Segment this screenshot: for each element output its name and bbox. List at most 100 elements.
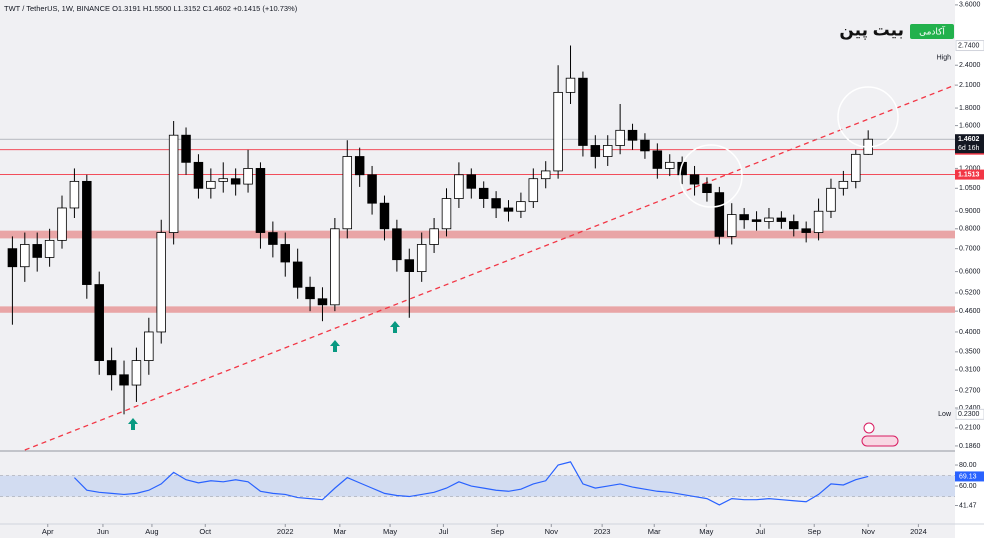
last-price-badge [955, 134, 984, 154]
candle-body [404, 259, 415, 273]
candle-body [528, 178, 539, 203]
candle-body [82, 180, 92, 285]
event-icon [863, 422, 875, 434]
y-tick-label: 0.3100 [959, 367, 981, 374]
highlight-circle [837, 86, 899, 148]
candle-body [441, 198, 452, 230]
candle-body [416, 244, 427, 273]
candle-body [106, 360, 117, 376]
x-tick-label: 2024 [910, 527, 927, 536]
y-tick-label: 2.4000 [959, 62, 981, 69]
y-tick-label: 0.3500 [959, 349, 981, 356]
y-tick-label: 0.2700 [959, 387, 981, 394]
x-tick-label: May [699, 527, 713, 536]
x-tick-label: Mar [648, 527, 661, 536]
candle-body [565, 77, 576, 93]
candle-body [590, 145, 601, 157]
last-price-label: 1.4602 [958, 136, 980, 143]
candle-body [255, 168, 266, 233]
candle-body [677, 161, 687, 176]
rsi-y-tick-label: 80.00 [959, 462, 977, 469]
candle-body [342, 156, 353, 230]
candle-body [131, 360, 142, 386]
y-tick-label: 1.8000 [959, 105, 981, 112]
candle-body [20, 244, 30, 268]
x-tick-label: Sep [491, 527, 504, 536]
level-label: 1.1513 [958, 171, 980, 178]
candle-body [144, 331, 154, 361]
candle-body [392, 228, 402, 261]
candle-body [826, 187, 836, 212]
arrow [330, 340, 340, 352]
candle-body [553, 91, 563, 172]
candle-body [838, 180, 849, 189]
candle-body [119, 374, 129, 386]
y-tick-label: 0.8000 [959, 226, 981, 233]
marker-value: 0.2300 [958, 411, 980, 418]
level-badge [955, 169, 984, 180]
candle-body [156, 232, 166, 333]
logo-tag: آکادمی [919, 25, 945, 36]
x-tick-label: Jul [755, 527, 765, 536]
candle-body [627, 129, 638, 141]
logo: بیت پین آکادمی [839, 20, 954, 40]
marker-value: 2.7400 [958, 42, 980, 49]
candle-body [739, 214, 749, 221]
candle-body [379, 202, 390, 230]
candle-body [69, 180, 80, 209]
support-zone [0, 306, 955, 313]
y-tick-label: 1.6000 [959, 122, 981, 129]
y-tick-label: 3.6000 [959, 2, 981, 9]
countdown: 6d 16h [958, 145, 980, 152]
y-tick-label: 0.6000 [959, 268, 981, 275]
trendline [24, 84, 956, 451]
y-tick-label: 0.7000 [959, 245, 981, 252]
x-tick-label: Jul [439, 527, 449, 536]
candle-body [305, 286, 315, 300]
candle-body [57, 207, 67, 241]
candle-body [801, 228, 811, 233]
y-tick-label: 0.9000 [959, 208, 981, 215]
event-icon [861, 435, 899, 447]
x-tick-label: Nov [862, 527, 876, 536]
arrow [390, 321, 400, 333]
candle-body [44, 239, 55, 258]
x-tick-label: May [383, 527, 397, 536]
candle-body [664, 161, 675, 169]
marker-badge [955, 408, 984, 420]
candle-body [578, 77, 588, 146]
x-tick-label: Mar [333, 527, 346, 536]
candle-body [503, 207, 514, 212]
candle-body [330, 228, 340, 306]
candle-body [478, 187, 489, 199]
y-tick-label: 1.2000 [959, 165, 981, 172]
candle-body [94, 284, 104, 361]
y-tick-label: 0.4600 [959, 308, 981, 315]
x-tick-label: Apr [42, 527, 54, 536]
y-tick-label: 0.1860 [959, 443, 981, 450]
rsi-y-tick-label: 41.47 [959, 502, 977, 509]
y-tick-label: 1.0500 [959, 185, 981, 192]
candle-body [540, 170, 551, 180]
candle-body [317, 298, 328, 306]
candle-body [280, 244, 291, 263]
candle-body [292, 261, 303, 288]
candle-body [789, 221, 799, 230]
candle-body [32, 244, 42, 258]
candle-body [354, 156, 365, 176]
candle-body [454, 174, 464, 199]
y-tick-label: 0.5200 [959, 290, 981, 297]
candle-body [243, 168, 253, 185]
candle-body [218, 178, 228, 182]
candle-body [751, 219, 762, 222]
x-tick-label: Jun [97, 527, 109, 536]
candle-body [640, 139, 650, 152]
candle-body [652, 150, 663, 169]
candle-body [466, 174, 477, 189]
rsi-y-tick-label: 60.00 [959, 483, 977, 490]
candle-body [7, 248, 18, 268]
candle-body [181, 134, 191, 163]
